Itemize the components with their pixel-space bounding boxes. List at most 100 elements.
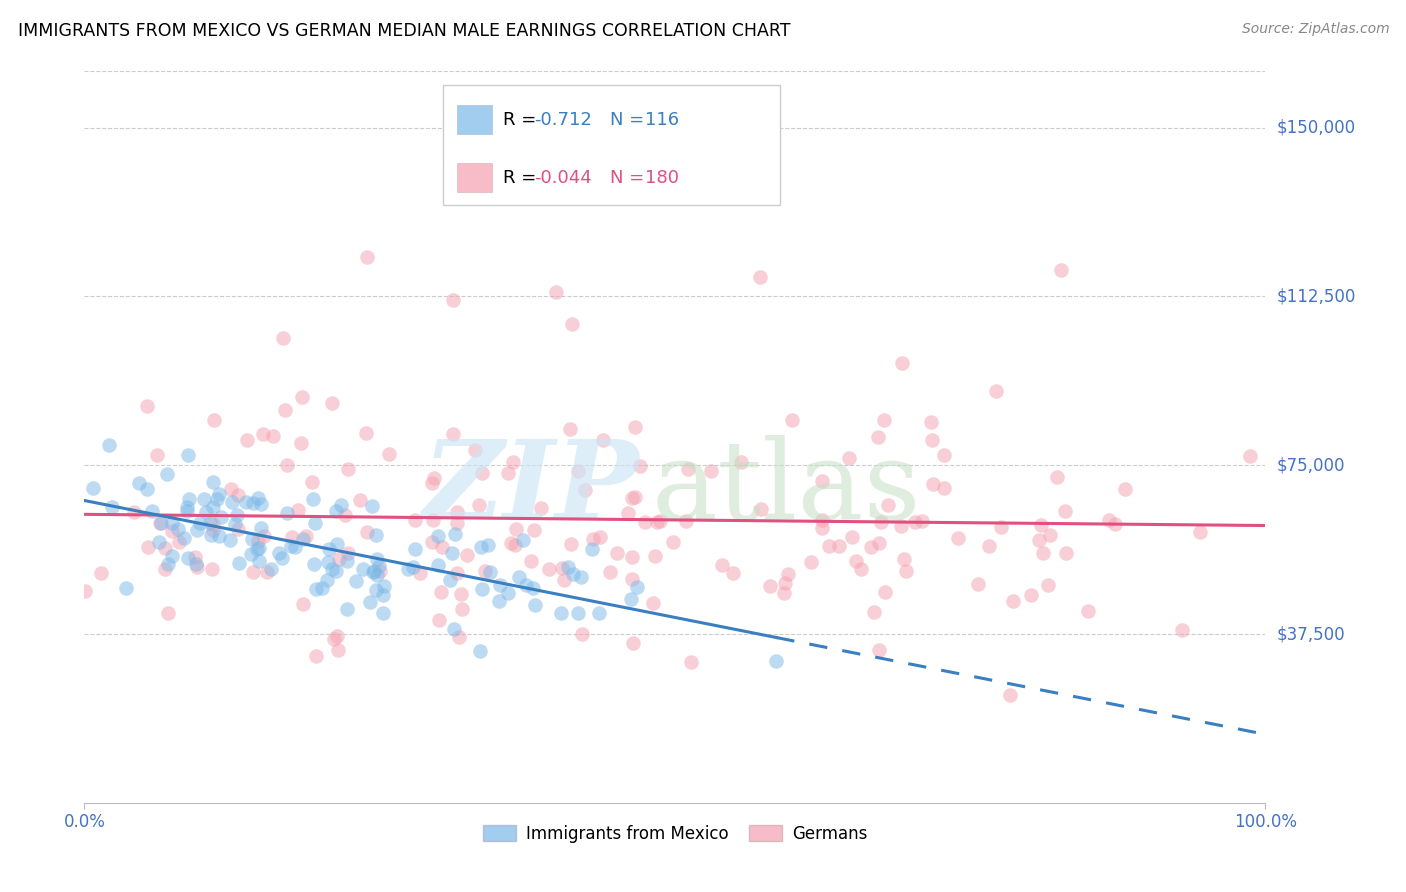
Point bbox=[430, 585, 453, 599]
Point bbox=[149, 516, 172, 531]
Point bbox=[361, 565, 384, 579]
Point bbox=[441, 546, 464, 560]
Point bbox=[446, 505, 468, 519]
Point bbox=[426, 558, 449, 572]
Point bbox=[894, 564, 917, 578]
Point bbox=[361, 499, 384, 513]
Point bbox=[176, 504, 198, 518]
Point bbox=[623, 490, 645, 504]
Point bbox=[505, 522, 527, 536]
Point bbox=[430, 541, 453, 555]
Point bbox=[323, 632, 346, 646]
Point bbox=[219, 533, 242, 547]
Point bbox=[523, 523, 546, 537]
Point bbox=[979, 539, 1001, 553]
Point bbox=[271, 551, 294, 566]
Point bbox=[967, 577, 990, 591]
Point bbox=[287, 502, 309, 516]
Point bbox=[870, 515, 893, 529]
Point bbox=[488, 578, 510, 592]
Point bbox=[773, 575, 796, 590]
Point bbox=[922, 477, 945, 491]
Point bbox=[169, 534, 191, 549]
Point bbox=[219, 482, 242, 496]
Point bbox=[250, 521, 273, 535]
Point bbox=[569, 570, 592, 584]
Point bbox=[201, 562, 224, 576]
Point bbox=[240, 532, 263, 546]
Point bbox=[449, 630, 471, 644]
Point bbox=[336, 462, 359, 476]
Point bbox=[470, 644, 492, 658]
Point bbox=[875, 585, 897, 599]
Point bbox=[446, 566, 468, 580]
Point bbox=[446, 516, 468, 531]
Point bbox=[396, 562, 419, 576]
Point bbox=[441, 293, 464, 308]
Point bbox=[135, 399, 157, 413]
Point bbox=[522, 581, 544, 595]
Point bbox=[280, 540, 302, 554]
Point bbox=[550, 606, 572, 620]
Point bbox=[304, 516, 326, 530]
Point bbox=[136, 482, 159, 496]
Point bbox=[114, 581, 136, 595]
Point bbox=[990, 520, 1012, 534]
Point bbox=[679, 655, 702, 669]
Point bbox=[676, 462, 699, 476]
Point bbox=[571, 627, 593, 641]
Point bbox=[1077, 604, 1099, 618]
Point bbox=[1239, 450, 1261, 464]
Point bbox=[567, 464, 589, 478]
Point bbox=[402, 560, 425, 574]
Point bbox=[371, 588, 394, 602]
Point bbox=[553, 573, 575, 587]
Point bbox=[456, 548, 478, 562]
Point bbox=[441, 426, 464, 441]
Point bbox=[1171, 623, 1194, 637]
Point bbox=[336, 554, 359, 568]
Point bbox=[426, 528, 449, 542]
Point bbox=[948, 531, 970, 545]
Point bbox=[202, 413, 225, 427]
Point bbox=[450, 587, 472, 601]
Point bbox=[352, 562, 374, 576]
Point bbox=[477, 538, 499, 552]
Point bbox=[519, 554, 541, 568]
Point bbox=[1036, 577, 1059, 591]
Point bbox=[228, 522, 250, 536]
Point bbox=[890, 519, 912, 533]
Point bbox=[302, 557, 325, 571]
Point bbox=[409, 566, 432, 580]
Point bbox=[157, 606, 180, 620]
Point bbox=[205, 492, 228, 507]
Point bbox=[276, 458, 298, 472]
Point bbox=[366, 568, 388, 582]
Point bbox=[893, 551, 915, 566]
Point bbox=[524, 599, 547, 613]
Point bbox=[252, 529, 274, 543]
Point bbox=[186, 560, 208, 574]
Point bbox=[1039, 527, 1062, 541]
Point bbox=[749, 269, 772, 284]
Point bbox=[225, 508, 247, 522]
Point bbox=[845, 554, 868, 568]
Point bbox=[810, 513, 832, 527]
Point bbox=[301, 475, 323, 489]
Point bbox=[173, 531, 195, 545]
Point bbox=[240, 547, 263, 561]
Point bbox=[868, 430, 890, 444]
Point bbox=[184, 557, 207, 571]
Point bbox=[1114, 483, 1136, 497]
Point bbox=[305, 649, 328, 664]
Point bbox=[592, 434, 614, 448]
Point bbox=[546, 285, 568, 299]
Point bbox=[562, 566, 585, 581]
Legend: Immigrants from Mexico, Germans: Immigrants from Mexico, Germans bbox=[475, 818, 875, 849]
Point bbox=[305, 582, 328, 597]
Point bbox=[502, 455, 524, 469]
Point bbox=[364, 583, 387, 598]
Point bbox=[443, 623, 465, 637]
Point bbox=[1001, 594, 1024, 608]
Text: N =: N = bbox=[610, 169, 650, 186]
